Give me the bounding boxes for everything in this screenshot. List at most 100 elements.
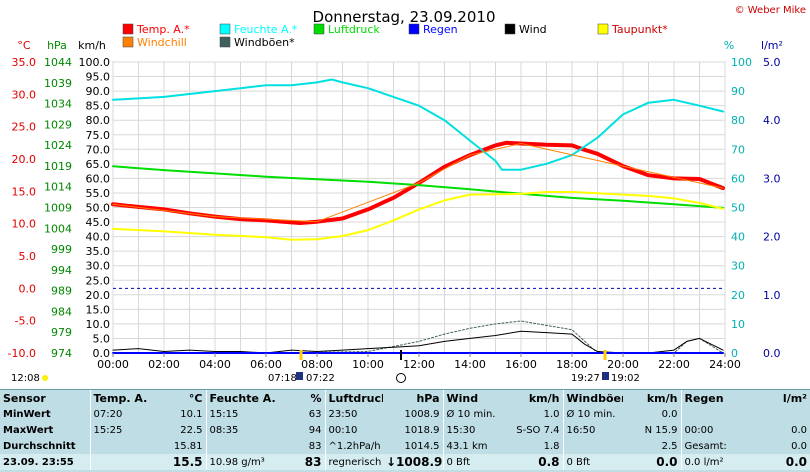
- y-tick-label-wind: 0.0: [93, 347, 111, 360]
- x-tick-label: 04:00: [199, 358, 231, 371]
- stats-cell: 43.1 km: [442, 438, 499, 454]
- stats-cell: 15.5: [148, 454, 206, 470]
- y-tick-label-temp: 30.0: [12, 88, 37, 101]
- stats-cell: 0.0: [791, 440, 807, 452]
- stats-cell: 0.0 l/m²: [680, 454, 751, 470]
- y-tick-label-humidity: 60: [731, 172, 745, 185]
- axis-unit-temp: °C: [17, 39, 31, 52]
- stats-cell: 83: [308, 440, 322, 452]
- y-tick-label-rain: 3.0: [763, 172, 781, 185]
- y-tick-label-humidity: 10: [731, 318, 745, 331]
- y-tick-label-wind: 95.0: [86, 71, 111, 84]
- x-tick-label: 24:00: [709, 358, 741, 371]
- stats-cell: 22.5: [180, 424, 203, 436]
- y-tick-label-pressure: 1009: [44, 202, 72, 215]
- statistics-row-average: Durchschnitt 15.81 83 ^1.2hPa/h 1014.5 4…: [0, 438, 810, 454]
- sunset-time-2: 19:02: [611, 373, 640, 384]
- legend-swatch: [408, 23, 420, 35]
- x-tick-label: 08:00: [301, 358, 333, 371]
- y-tick-label-temp: 10.0: [12, 218, 37, 231]
- stats-header-cell: km/h: [646, 391, 678, 405]
- y-tick-label-pressure: 979: [51, 326, 72, 339]
- y-tick-label-temp: 20.0: [12, 153, 37, 166]
- stats-header-cell: Feuchte A.: [205, 390, 284, 406]
- stats-header-cell: %: [310, 391, 322, 405]
- stats-cell: ^1.2hPa/h: [324, 438, 383, 454]
- y-tick-label-wind: 45.0: [86, 216, 111, 229]
- stats-cell: [562, 438, 623, 454]
- stats-cell: 0.0: [751, 454, 810, 470]
- legend-label: Windchill: [137, 36, 187, 49]
- stats-header-cell: Wind: [442, 390, 499, 406]
- series-line-windchill: [112, 143, 724, 223]
- y-tick-label-wind: 30.0: [86, 260, 111, 273]
- y-tick-label-wind: 5.0: [93, 332, 111, 345]
- stats-header-cell: l/m²: [782, 391, 807, 405]
- chart-legend: Temp. A.* Feuchte A.* Luftdruck Regen Wind Ta…: [122, 23, 668, 49]
- y-tick-label-humidity: 80: [731, 114, 745, 127]
- sunrise-icon: [296, 372, 303, 380]
- stats-cell: 1.0: [543, 408, 560, 420]
- time-mark-left: 12:08: [11, 373, 40, 384]
- chart-title: Donnerstag, 23.09.2010: [313, 8, 496, 26]
- stats-cell: [205, 438, 284, 454]
- stats-cell: 16:50: [562, 422, 623, 438]
- statistics-table: Sensor Temp. A. °C Feuchte A. % Luftdruc…: [0, 390, 810, 470]
- sun-icon: [42, 375, 48, 381]
- stats-header-cell: Sensor: [3, 391, 46, 405]
- statistics-panel: Sensor Temp. A. °C Feuchte A. % Luftdruc…: [0, 389, 810, 472]
- y-tick-label-wind: 15.0: [86, 303, 111, 316]
- moon-icon: [396, 373, 406, 383]
- time-mark-mid: 07:22: [306, 373, 335, 384]
- legend-swatch: [313, 23, 325, 35]
- y-tick-label-pressure: 1034: [44, 98, 72, 111]
- stats-header-cell: °C: [188, 391, 203, 405]
- axis-unit-rain: l/m²: [761, 39, 783, 52]
- legend-label: Wind: [519, 23, 547, 36]
- y-tick-label-temp: -10.0: [8, 347, 36, 360]
- stats-cell: Ø 10 min.: [562, 406, 623, 422]
- series-line-windb-en: [112, 320, 724, 354]
- y-tick-label-rain: 5.0: [763, 56, 781, 69]
- stats-cell: 1.8: [543, 440, 560, 452]
- legend-label: Taupunkt*: [611, 23, 668, 36]
- stats-header-cell: Luftdruck: [324, 390, 383, 406]
- statistics-row-max: MaxWert 15:25 22.5 08:35 94 00:10 1018.9…: [0, 422, 810, 438]
- y-tick-label-humidity: 40: [731, 231, 745, 244]
- y-tick-label-temp: -5.0: [15, 315, 36, 328]
- sunset-icon: [602, 372, 609, 380]
- series-line-luftdruck: [112, 165, 724, 209]
- y-tick-label-wind: 85.0: [86, 100, 111, 113]
- legend-label: Regen: [423, 23, 458, 36]
- y-tick-label-wind: 20.0: [86, 289, 111, 302]
- stats-cell: [89, 454, 148, 470]
- statistics-row-current: 23.09. 23:55 15.5 10.98 g/m³ 83 regneris…: [0, 454, 810, 470]
- y-tick-label-wind: 75.0: [86, 129, 111, 142]
- stats-cell: 0.0: [661, 408, 678, 420]
- x-tick-label: 00:00: [97, 358, 129, 371]
- y-tick-label-wind: 60.0: [86, 172, 111, 185]
- y-tick-label-pressure: 994: [51, 264, 72, 277]
- y-tick-label-rain: 0.0: [763, 347, 781, 360]
- series-line-feuchte-a: [112, 78, 724, 171]
- y-tick-label-wind: 100.0: [79, 56, 111, 69]
- x-tick-label: 18:00: [556, 358, 588, 371]
- stats-cell: 08:35: [205, 422, 284, 438]
- stats-header-cell: Temp. A.: [89, 390, 148, 406]
- stats-cell: [680, 406, 751, 422]
- stats-cell: S-SO 7.4: [516, 424, 560, 436]
- legend-swatch: [122, 23, 134, 35]
- y-tick-label-pressure: 999: [51, 243, 72, 256]
- y-tick-label-pressure: 1029: [44, 118, 72, 131]
- stats-cell: [751, 406, 810, 422]
- x-tick-label: 06:00: [250, 358, 282, 371]
- y-tick-label-temp: 35.0: [12, 56, 37, 69]
- stats-cell: 00:10: [324, 422, 383, 438]
- y-tick-label-humidity: 100: [731, 56, 752, 69]
- stats-cell: 15.81: [173, 440, 203, 452]
- y-tick-label-wind: 55.0: [86, 187, 111, 200]
- stats-header-cell: Windböen: [562, 390, 623, 406]
- stats-cell: 10.1: [180, 408, 203, 420]
- y-tick-label-temp: 0.0: [19, 282, 37, 295]
